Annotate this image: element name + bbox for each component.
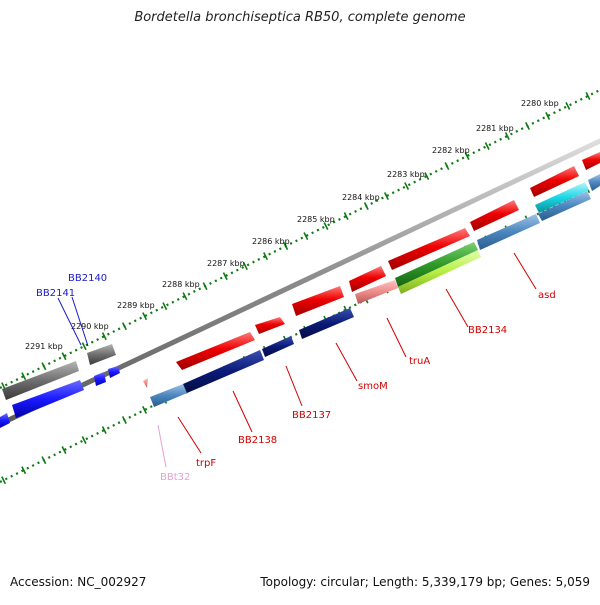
outer-tick-25 (504, 132, 510, 140)
kbp-label-2287: 2287 kbp (207, 259, 245, 268)
outer-tick-12 (242, 262, 248, 271)
forward-strand-genes (2, 152, 600, 400)
outer-tick-29 (585, 92, 591, 100)
outer-tick-28 (565, 102, 571, 110)
kbp-labels: 2280 kbp 2281 kbp 2282 kbp 2283 kbp 2284… (25, 99, 559, 351)
kbp-label-2289: 2289 kbp (117, 301, 155, 310)
gene-blue-small-1[interactable] (94, 372, 106, 386)
label-bbt32[interactable]: BBt32 (160, 472, 190, 483)
outer-tick-2 (41, 362, 47, 371)
reverse-strand-genes (0, 174, 600, 428)
label-bb2138[interactable]: BB2138 (238, 435, 277, 446)
gene-bb2137-navy-arrow[interactable] (262, 336, 294, 357)
gene-bbt32-pink-arrow[interactable] (143, 378, 148, 388)
outer-tick-1 (21, 372, 27, 381)
gene-steel-edge-arrow[interactable] (538, 191, 591, 221)
gene-labels: BB2141 BB2140 asd BB2134 truA smoM BB213… (36, 273, 556, 483)
outer-tick-24 (484, 142, 490, 150)
outer-tick-26 (525, 122, 531, 130)
kbp-label-2290: 2290 kbp (71, 322, 109, 331)
outer-tick-18 (363, 202, 369, 211)
outer-tick-6 (121, 322, 127, 331)
kbp-label-2281: 2281 kbp (476, 124, 514, 133)
gene-asd-steel-arrow[interactable] (477, 214, 540, 250)
outer-tick-23 (464, 152, 470, 160)
inner-tick-0 (1, 476, 7, 485)
inner-tick-7 (142, 406, 148, 414)
outer-tick-9 (182, 292, 188, 301)
gene-bb2140-arrow[interactable] (87, 344, 116, 365)
kbp-label-2280: 2280 kbp (521, 99, 559, 108)
outer-tick-3 (61, 352, 67, 361)
gene-blue-left-2[interactable] (12, 380, 84, 418)
inner-tick-6 (121, 416, 127, 424)
gene-bb2138-red-arrow[interactable] (255, 317, 285, 334)
outer-tick-21 (424, 172, 430, 180)
outer-tick-10 (202, 282, 208, 291)
gene-truA-pink-arrow[interactable] (355, 280, 398, 304)
label-leader-lines (57, 252, 537, 468)
outer-tick-8 (162, 302, 168, 311)
kbp-label-2286: 2286 kbp (252, 237, 290, 246)
outer-tick-27 (545, 112, 551, 120)
outer-tick-5 (101, 332, 107, 341)
gene-bb2138-navy-arrow[interactable] (183, 350, 264, 393)
outer-tick-16 (323, 222, 329, 231)
inner-tick-5 (101, 426, 107, 434)
map-title: Bordetella bronchiseptica RB50, complete… (134, 10, 466, 25)
inner-tick-4 (81, 436, 87, 445)
label-truA[interactable]: truA (409, 356, 430, 367)
label-bb2141[interactable]: BB2141 (36, 288, 75, 299)
outer-tick-22 (444, 162, 450, 170)
genome-summary-text: Topology: circular; Length: 5,339,179 bp… (260, 575, 590, 589)
outer-scale-line (0, 89, 600, 389)
outer-scale-major-ticks (1, 92, 591, 391)
outer-tick-17 (343, 212, 349, 221)
gene-bb2134-lightgreen-arrow[interactable] (398, 250, 481, 294)
kbp-label-2282: 2282 kbp (432, 146, 470, 155)
outer-tick-7 (142, 312, 148, 321)
inner-tick-1 (21, 466, 27, 475)
gene-truA-red-arrow[interactable] (388, 228, 470, 270)
kbp-label-2283: 2283 kbp (387, 170, 425, 179)
gene-bb2134-green-arrow[interactable] (395, 242, 478, 287)
kbp-label-2291: 2291 kbp (25, 342, 63, 351)
label-bb2140[interactable]: BB2140 (68, 273, 107, 284)
inner-tick-3 (61, 446, 67, 455)
gene-edge-red-arrow[interactable] (582, 152, 600, 170)
outer-tick-13 (263, 252, 269, 261)
gene-smoM-red-arrow[interactable] (349, 266, 386, 292)
kbp-label-2285: 2285 kbp (297, 215, 335, 224)
gene-steel-far-edge[interactable] (588, 174, 600, 191)
gene-smoM-navy-arrow[interactable] (299, 308, 354, 339)
label-trpF[interactable]: trpF (196, 458, 216, 469)
outer-tick-4 (81, 342, 87, 351)
gene-bb2141-arrow[interactable] (2, 361, 79, 400)
inner-tick-2 (41, 456, 47, 465)
label-smoM[interactable]: smoM (358, 381, 388, 392)
gene-cyan-arrow[interactable] (535, 182, 589, 213)
gene-trpF-steel-arrow[interactable] (150, 384, 187, 407)
gene-asd-red-arrow[interactable] (530, 166, 579, 197)
outer-tick-14 (283, 242, 289, 251)
gene-blue-left-1[interactable] (0, 413, 10, 428)
gene-trpF-red-arrow[interactable] (176, 332, 255, 370)
kbp-label-2288: 2288 kbp (162, 280, 200, 289)
label-asd[interactable]: asd (538, 290, 556, 301)
label-bb2137[interactable]: BB2137 (292, 410, 331, 421)
outer-tick-20 (404, 182, 410, 190)
label-bb2134[interactable]: BB2134 (468, 325, 507, 336)
outer-tick-11 (222, 272, 228, 281)
gene-blue-small-2[interactable] (108, 366, 120, 378)
accession-text: Accession: NC_002927 (10, 575, 147, 589)
gene-bb2137-red-arrow[interactable] (292, 286, 344, 316)
outer-tick-15 (303, 232, 309, 241)
kbp-label-2284: 2284 kbp (342, 193, 380, 202)
outer-tick-19 (383, 192, 389, 200)
gene-bb2134-red-arrow[interactable] (470, 200, 519, 231)
